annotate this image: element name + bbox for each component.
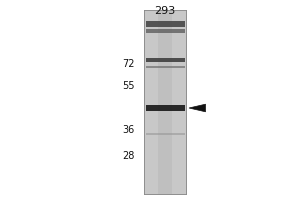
Bar <box>146 133 184 135</box>
Bar <box>146 58 184 62</box>
Bar <box>146 29 184 33</box>
Polygon shape <box>189 104 206 112</box>
Text: 293: 293 <box>154 6 176 16</box>
Bar <box>144 10 186 194</box>
Bar <box>146 21 184 26</box>
Text: 36: 36 <box>123 125 135 135</box>
Text: 55: 55 <box>122 81 135 91</box>
Text: 72: 72 <box>122 59 135 69</box>
Text: 28: 28 <box>123 151 135 161</box>
Bar <box>146 66 184 68</box>
Bar <box>158 10 172 194</box>
Bar <box>146 105 184 111</box>
